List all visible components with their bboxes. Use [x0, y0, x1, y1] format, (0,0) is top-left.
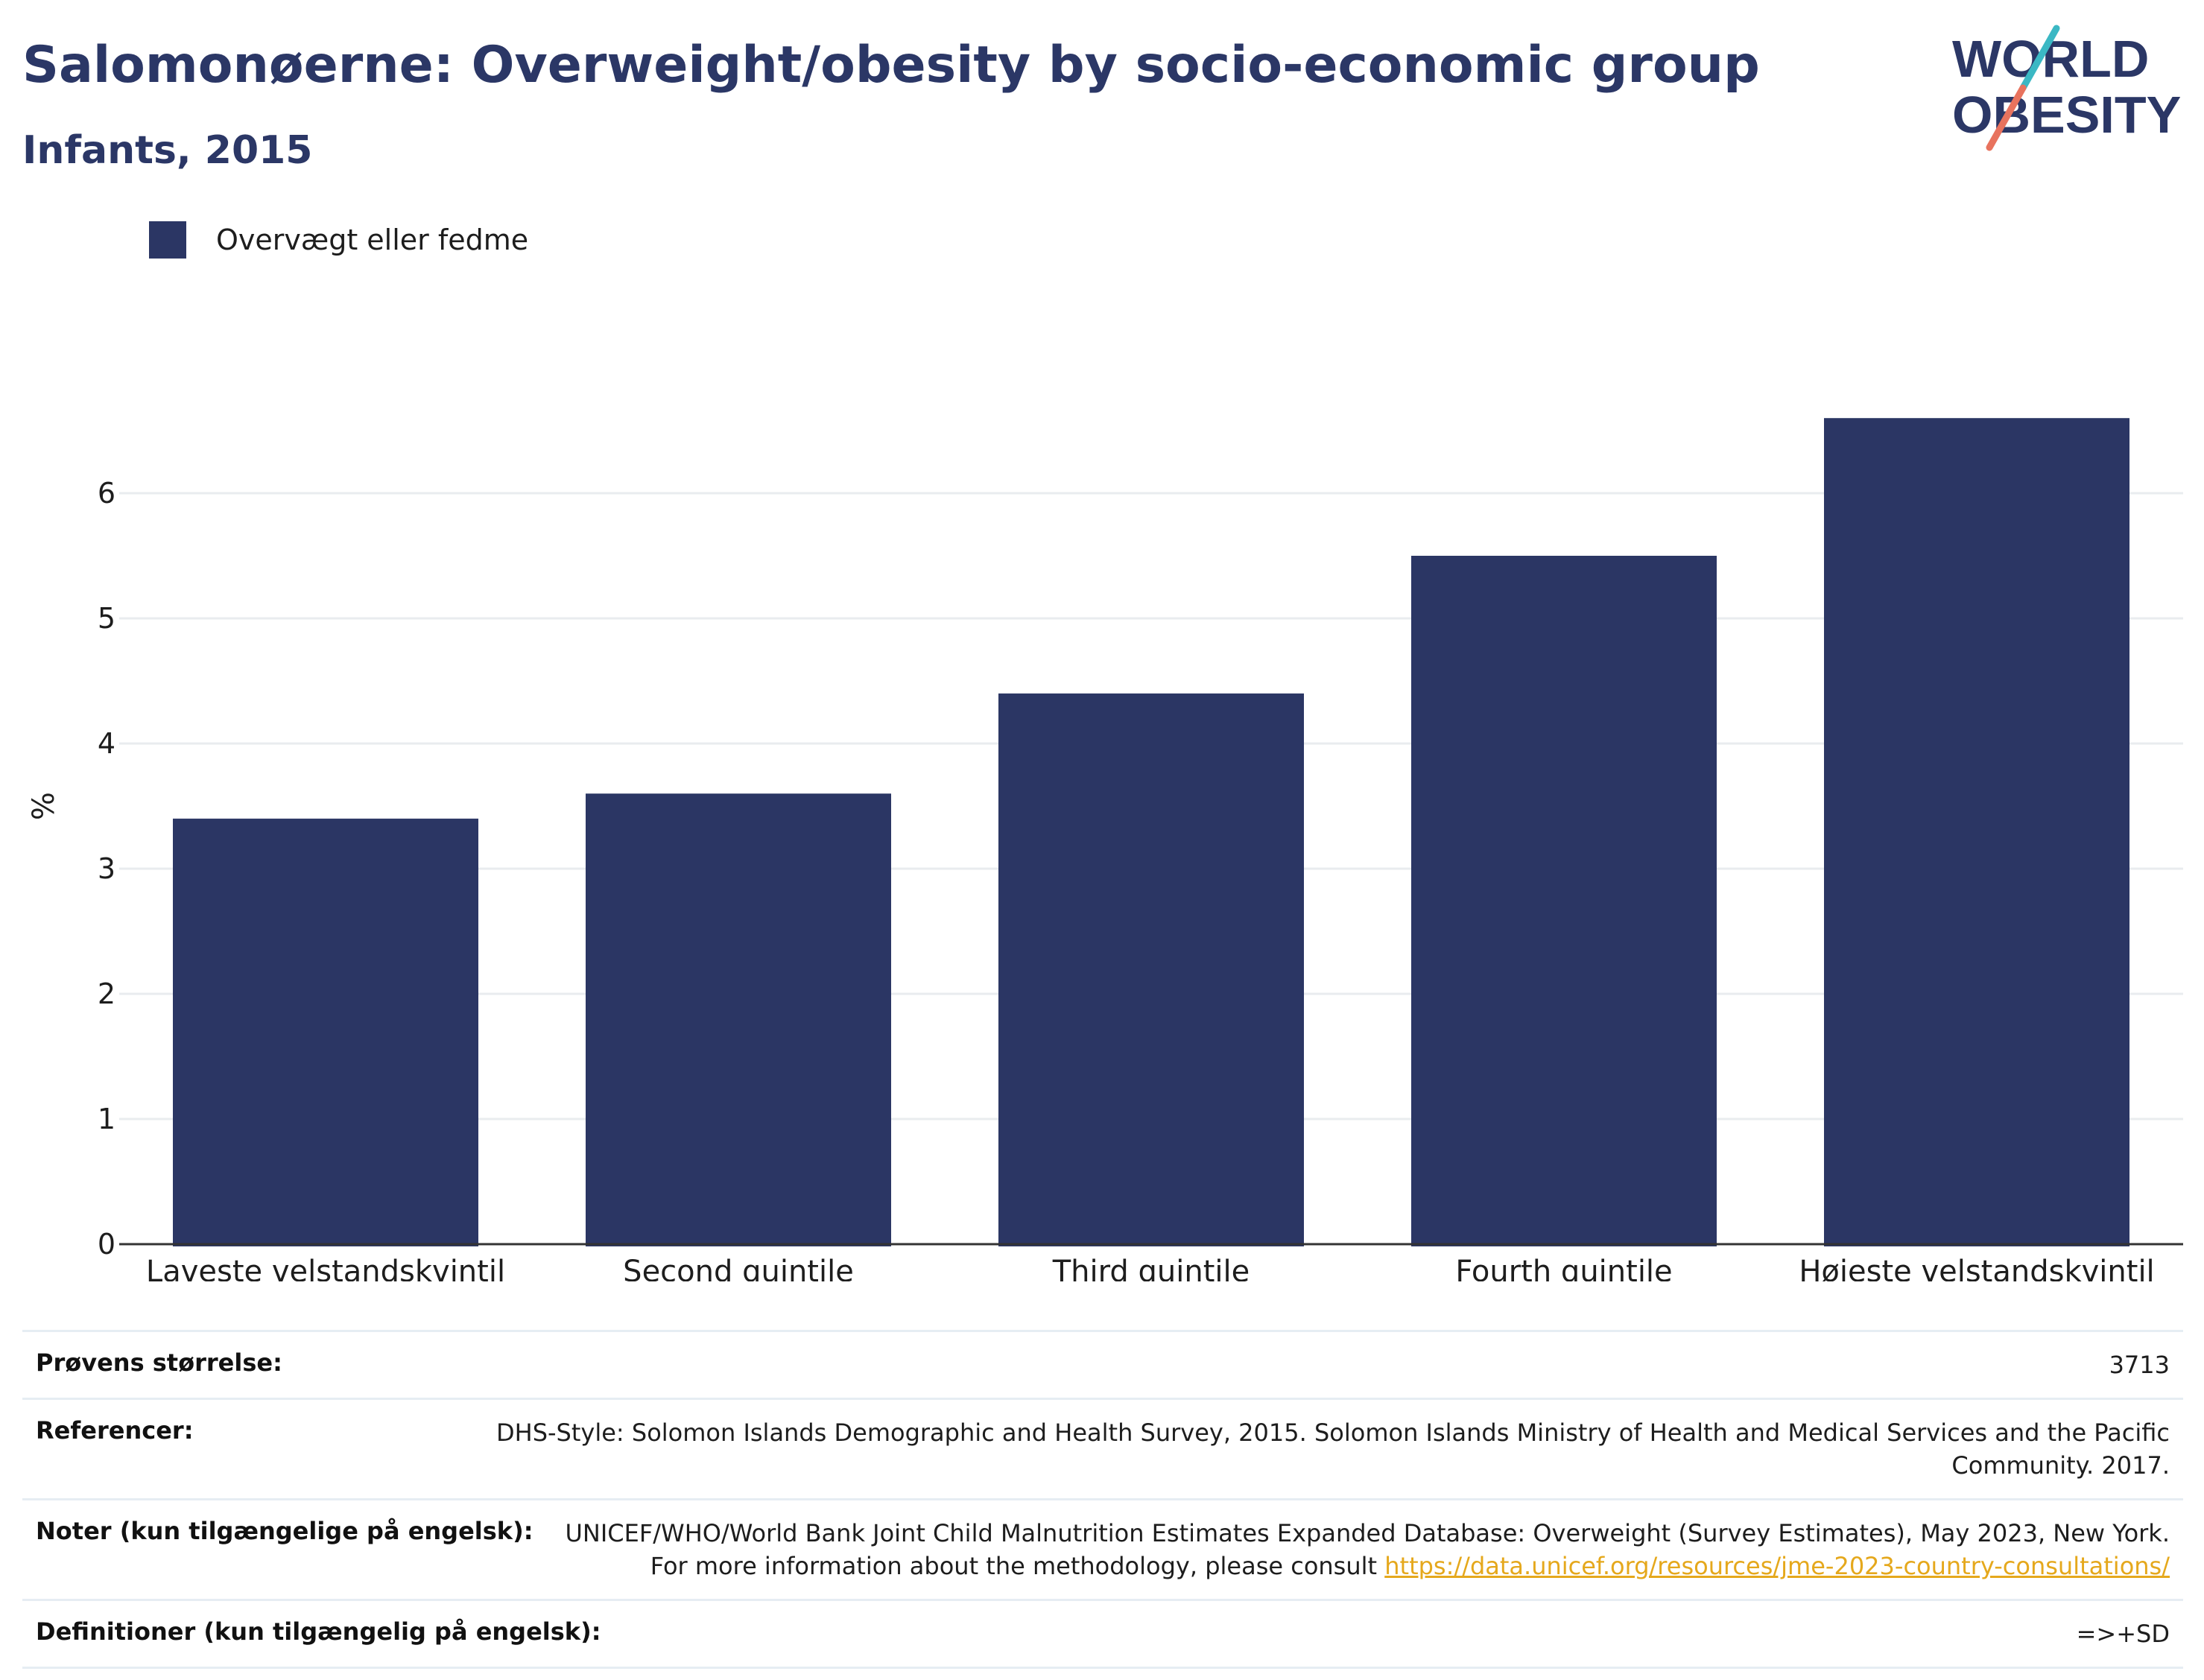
bar: [998, 693, 1304, 1246]
x-tick-label: Højeste velstandskvintil: [1799, 1255, 2154, 1281]
definitions-label: Definitioner (kun tilgængelig på engelsk…: [36, 1617, 601, 1646]
notes-text: UNICEF/WHO/World Bank Joint Child Malnut…: [565, 1519, 2170, 1580]
y-tick-label: 1: [98, 1103, 115, 1135]
logo-slash-top: [2019, 25, 2060, 92]
info-row-references: Referencer: DHS-Style: Solomon Islands D…: [22, 1398, 2183, 1498]
sample-size-value: 3713: [2109, 1351, 2170, 1379]
chart-legend: Overvægt eller fedme: [149, 221, 528, 259]
bar: [1824, 418, 2129, 1247]
y-tick-label: 2: [98, 977, 115, 1010]
info-row-notes: Noter (kun tilgængelige på engelsk): UNI…: [22, 1498, 2183, 1599]
definitions-value: =>+SD: [2076, 1620, 2170, 1648]
references-value: DHS-Style: Solomon Islands Demographic a…: [495, 1419, 2170, 1480]
page-title: Salomonøerne: Overweight/obesity by soci…: [22, 36, 1760, 95]
sample-size-label: Prøvens størrelse:: [36, 1348, 282, 1377]
logo-slash-bottom: [1986, 84, 2027, 151]
bar: [1411, 556, 1717, 1246]
y-tick-label: 5: [98, 602, 115, 635]
y-tick-label: 6: [98, 477, 115, 510]
bar: [586, 793, 891, 1246]
y-tick-label: 3: [98, 852, 115, 885]
x-tick-label: Fourth quintile: [1455, 1255, 1672, 1281]
x-tick-label: Second quintile: [623, 1255, 854, 1281]
y-tick-label: 0: [98, 1228, 115, 1261]
bar: [173, 818, 478, 1246]
page-subtitle: Infants, 2015: [22, 128, 313, 173]
logo-line2: OBESITY: [1952, 86, 2181, 144]
legend-label: Overvægt eller fedme: [216, 224, 529, 256]
x-tick-label: Laveste velstandskvintil: [146, 1255, 505, 1281]
world-obesity-logo: WORLD OBESITY: [1952, 25, 2181, 151]
x-tick-label: Third quintile: [1052, 1255, 1250, 1281]
notes-link[interactable]: https://data.unicef.org/resources/jme-20…: [1384, 1552, 2170, 1580]
notes-label: Noter (kun tilgængelige på engelsk):: [36, 1517, 533, 1545]
legend-swatch: [149, 221, 186, 259]
bar-chart: 0 1 2 3 4 5 6% Laveste velstandskvintil Second q…: [27, 418, 2183, 1281]
info-table: Prøvens størrelse: 3713 Referencer: DHS-…: [22, 1330, 2183, 1669]
info-row-sample-size: Prøvens størrelse: 3713: [22, 1330, 2183, 1398]
y-tick-label: 4: [98, 727, 115, 760]
info-row-definitions: Definitioner (kun tilgængelig på engelsk…: [22, 1599, 2183, 1669]
notes-value: UNICEF/WHO/World Bank Joint Child Malnut…: [533, 1517, 2170, 1582]
references-label: Referencer:: [36, 1416, 194, 1445]
y-axis-title: %: [27, 792, 61, 820]
